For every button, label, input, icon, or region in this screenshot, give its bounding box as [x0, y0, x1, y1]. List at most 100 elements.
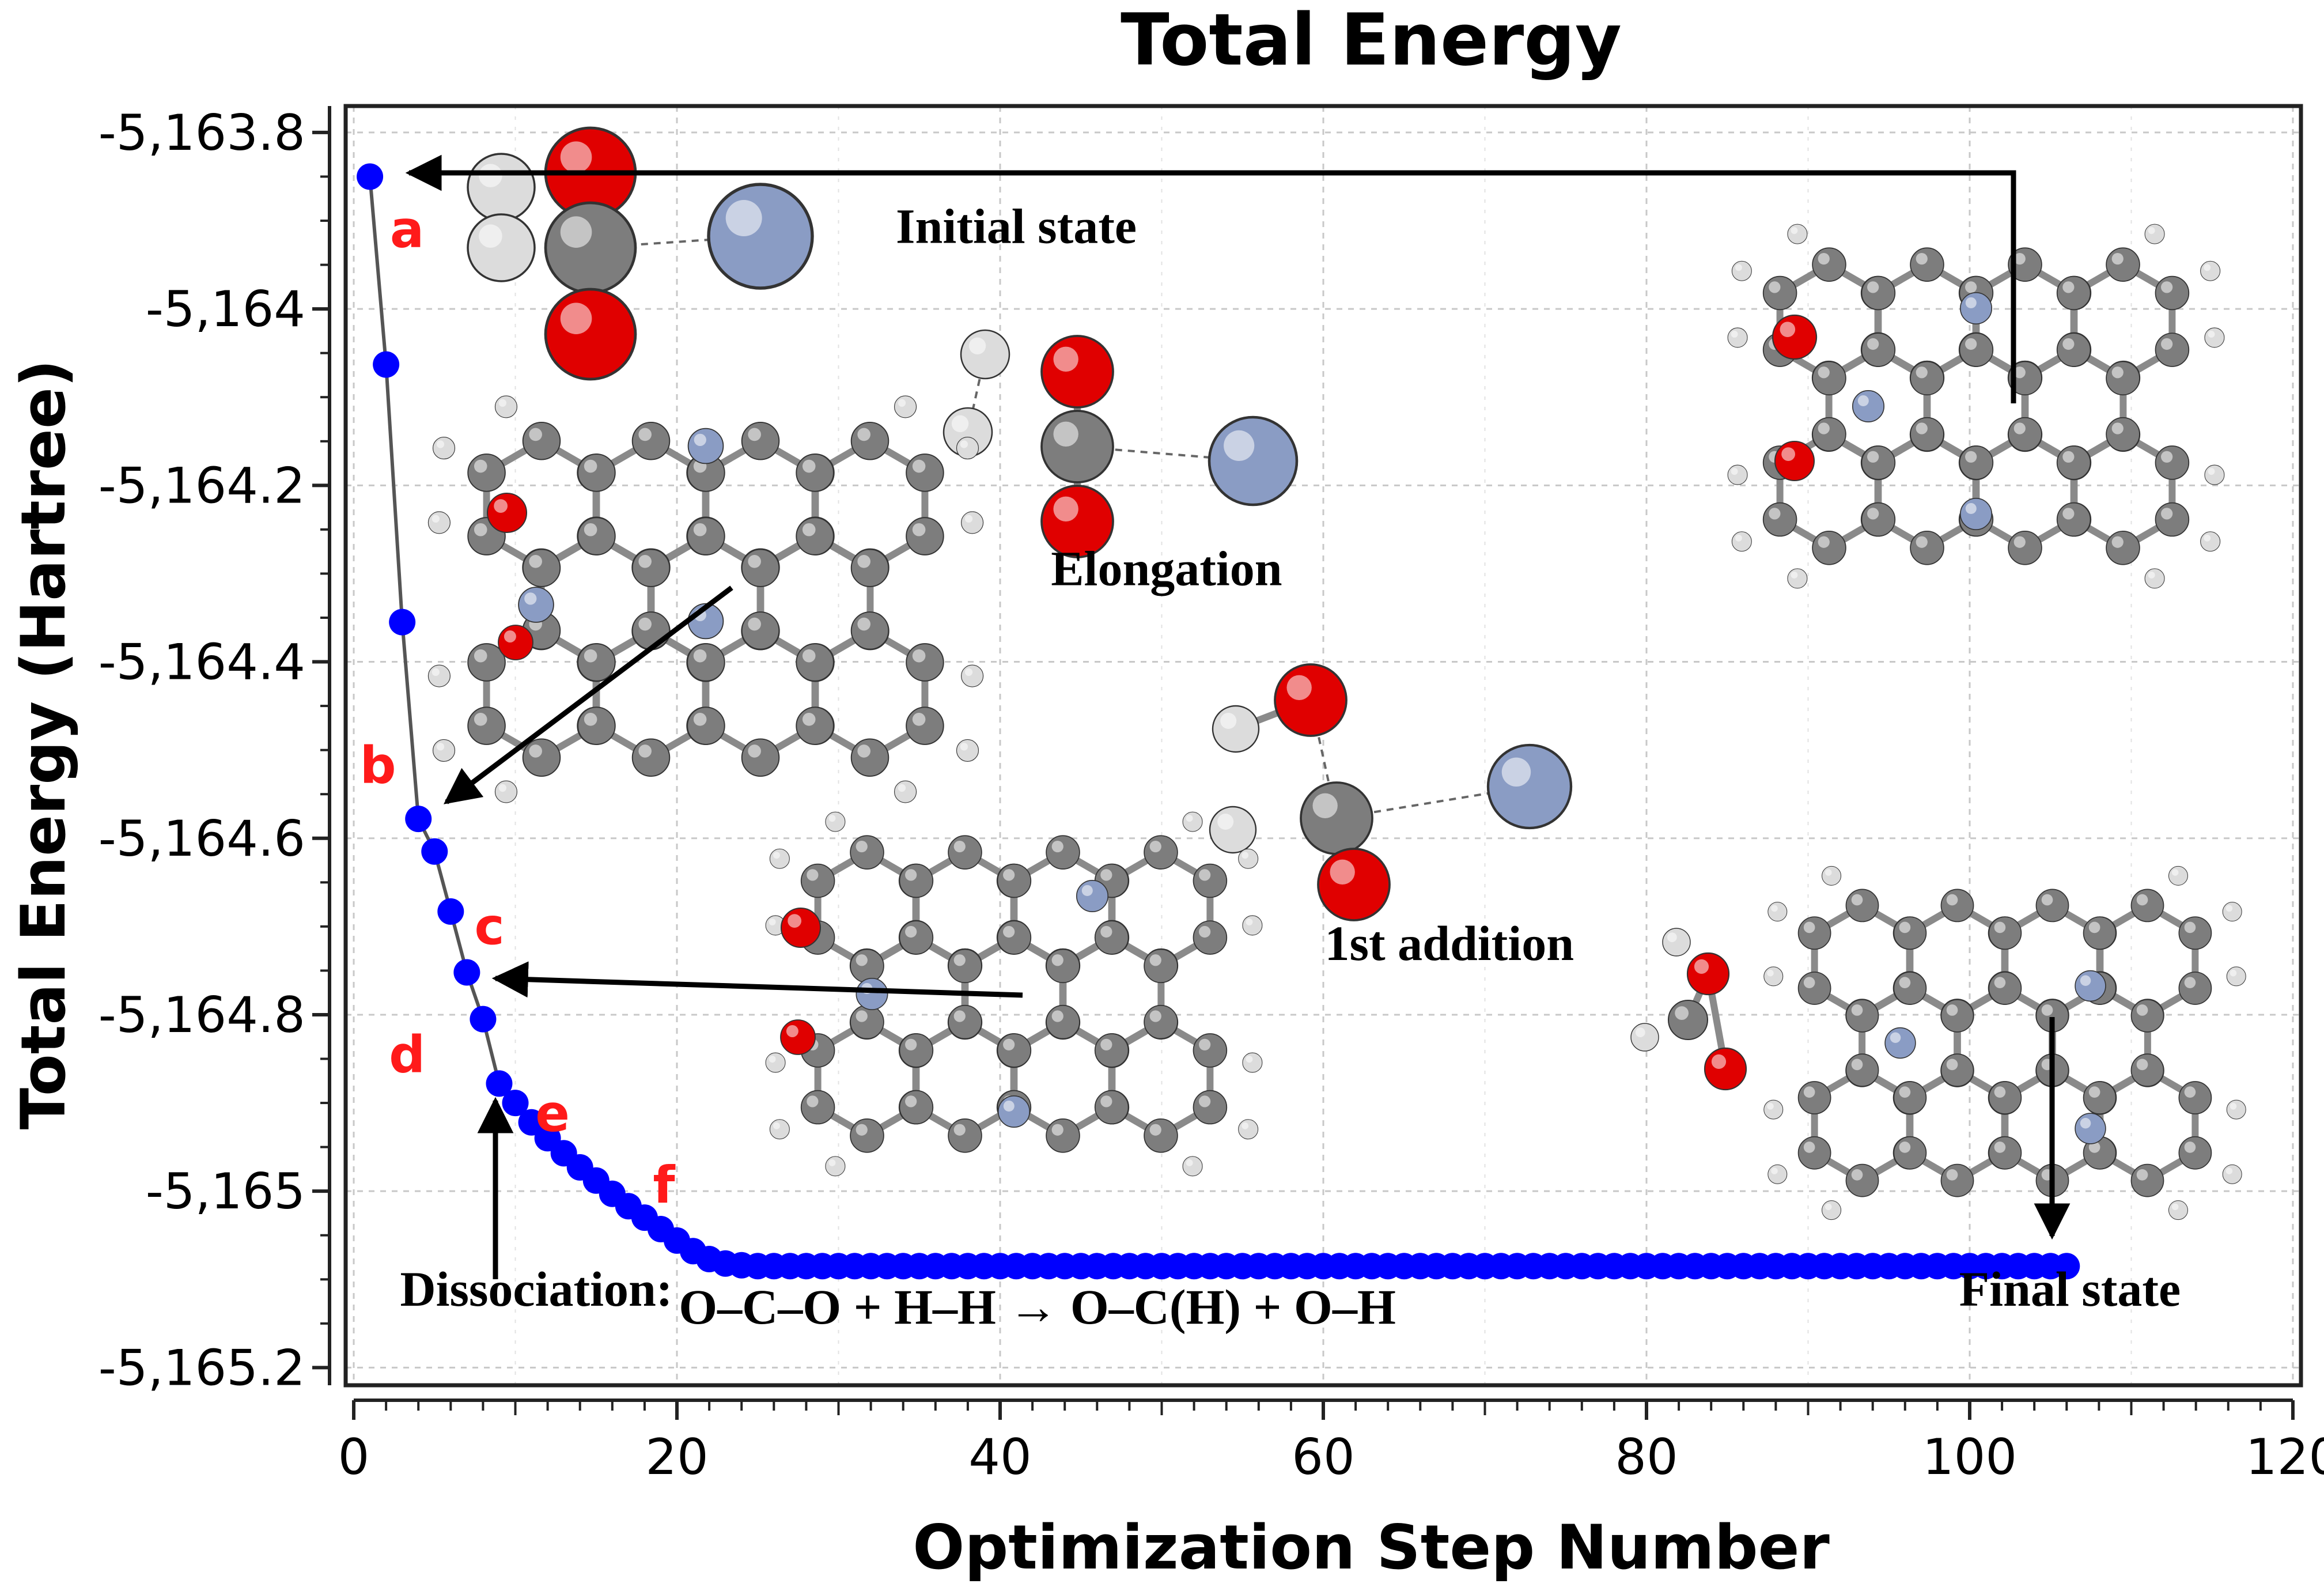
atom	[2056, 332, 2091, 367]
atom	[796, 453, 834, 492]
atom	[997, 863, 1032, 898]
atom	[894, 395, 917, 418]
atom	[2130, 1053, 2164, 1087]
annotation-label: Elongation	[1051, 541, 1282, 596]
atom	[2008, 361, 2042, 396]
atom	[2106, 417, 2140, 452]
atom	[765, 1052, 786, 1073]
annotation-label: 1st addition	[1325, 916, 1574, 971]
atom	[2222, 902, 2242, 922]
molecule-illustrations	[427, 126, 2246, 1220]
atom	[467, 706, 506, 745]
atom	[1812, 247, 1846, 282]
atom	[741, 421, 780, 460]
atom	[1046, 1004, 1080, 1040]
y-tick-label: -5,163.8	[99, 104, 305, 162]
atom	[1893, 1081, 1927, 1114]
atom	[518, 587, 554, 623]
atom	[899, 1033, 934, 1068]
atom	[1861, 502, 1896, 537]
atom	[1797, 972, 1831, 1005]
atom	[1940, 889, 1974, 923]
atom	[850, 611, 890, 650]
atom	[1182, 811, 1203, 832]
atom	[1797, 1136, 1831, 1170]
atom	[780, 907, 822, 948]
data-point	[486, 1070, 513, 1097]
atom	[1910, 417, 1944, 452]
y-tick-label: -5,165	[146, 1163, 305, 1220]
atom	[850, 835, 884, 870]
atom	[997, 920, 1032, 955]
atom	[631, 421, 671, 460]
atom	[769, 1119, 790, 1140]
atom	[796, 706, 834, 745]
atom	[948, 1004, 982, 1040]
atom	[906, 517, 944, 555]
annotation-label: O–C–O + H–H → O–C(H) + O–H	[679, 1279, 1396, 1335]
atom	[956, 739, 979, 762]
y-tick-label: -5,164.2	[99, 457, 305, 515]
atom	[765, 915, 786, 936]
atom	[1193, 1033, 1228, 1068]
atom	[1046, 948, 1080, 984]
atom	[1767, 902, 1788, 922]
atom	[1094, 920, 1129, 955]
atom	[1144, 1118, 1178, 1153]
atom	[1988, 916, 2022, 950]
atom	[432, 437, 456, 460]
atom	[687, 517, 725, 555]
atom	[522, 421, 561, 460]
atom	[899, 863, 934, 898]
atom	[467, 213, 536, 282]
annotation-arrow	[443, 585, 733, 804]
atom	[780, 1019, 816, 1055]
atom	[997, 1095, 1031, 1128]
data-point	[373, 351, 400, 378]
atom	[467, 453, 506, 492]
data-point	[389, 608, 416, 636]
atom	[1040, 485, 1114, 558]
atom	[1861, 275, 1896, 311]
atom	[1959, 497, 1993, 531]
x-axis-label: Optimization Step Number	[913, 1512, 1830, 1583]
atom	[2226, 966, 2246, 987]
x-tick-label: 0	[338, 1428, 370, 1486]
atom	[997, 1033, 1032, 1068]
atom	[1861, 332, 1896, 367]
atom	[687, 706, 725, 745]
atom	[2106, 361, 2140, 396]
plot-frame	[343, 104, 2303, 1388]
chart-title: Total Energy	[1121, 0, 1622, 82]
atom	[1238, 1119, 1259, 1140]
atom	[427, 511, 451, 534]
atom	[1988, 1081, 2022, 1114]
atom	[467, 643, 506, 682]
atom	[1667, 999, 1709, 1041]
atom	[1893, 1136, 1927, 1170]
atom	[741, 549, 780, 587]
atom	[1910, 531, 1944, 565]
atom	[1208, 415, 1299, 507]
y-tick-label: -5,165.2	[99, 1339, 305, 1397]
data-point	[453, 959, 480, 986]
point-label: f	[653, 1155, 676, 1215]
data-point	[2053, 1253, 2080, 1280]
data-point	[421, 838, 448, 865]
atom	[850, 549, 890, 587]
atom	[1704, 1047, 1747, 1091]
atom	[2155, 502, 2190, 537]
atom	[522, 549, 561, 587]
atom	[906, 643, 944, 682]
atom	[906, 453, 944, 492]
atom	[577, 643, 616, 682]
atom	[2168, 865, 2188, 886]
atom	[1812, 361, 1846, 396]
atom	[1959, 445, 1994, 480]
y-tick-label: -5,164.6	[99, 810, 305, 868]
atom	[800, 863, 835, 898]
y-tick-label: -5,164.4	[99, 634, 305, 691]
atom	[631, 738, 671, 777]
atom	[1662, 928, 1691, 957]
atom	[1940, 1163, 1974, 1197]
